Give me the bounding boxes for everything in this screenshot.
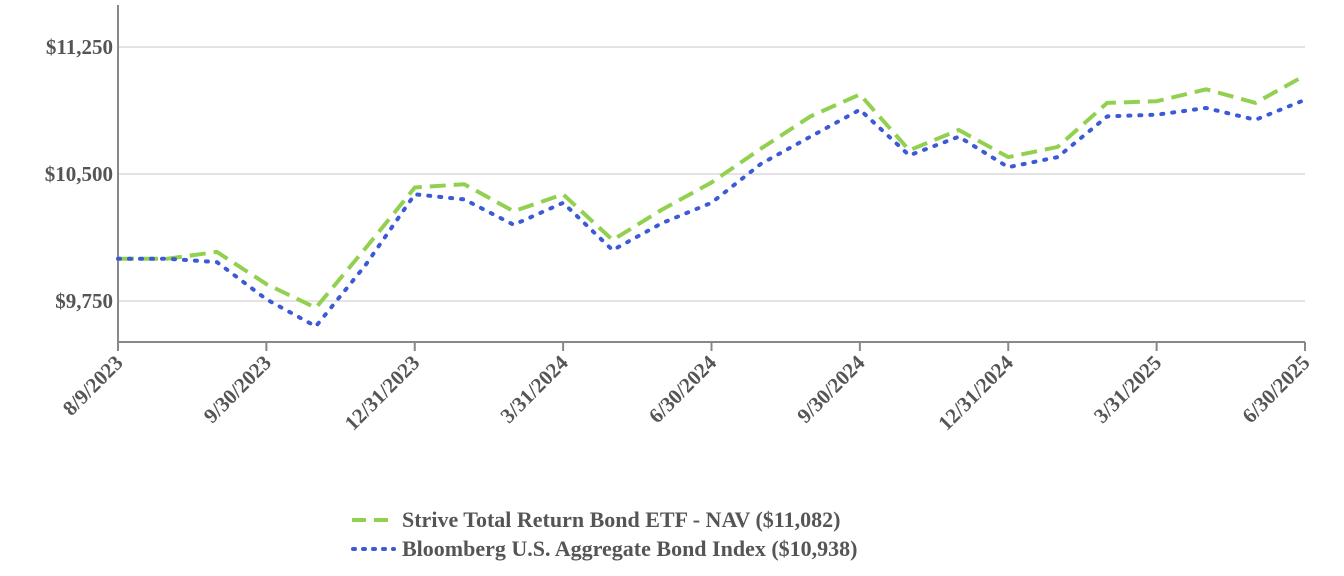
x-tick-label: 12/31/2023 — [340, 351, 425, 436]
series-line-nav — [118, 73, 1306, 310]
x-tick-label: 9/30/2023 — [199, 351, 276, 428]
y-tick-label: $10,500 — [45, 162, 113, 186]
x-tick-label: 12/31/2024 — [933, 350, 1018, 435]
y-axis-ticks: $9,750 $10,500 $11,250 — [45, 35, 113, 313]
legend-item-index: Bloomberg U.S. Aggregate Bond Index ($10… — [350, 534, 858, 563]
y-tick-label: $9,750 — [55, 289, 113, 313]
x-tick-label: 9/30/2024 — [792, 350, 870, 428]
x-tick-label: 8/9/2023 — [58, 351, 128, 421]
legend: Strive Total Return Bond ETF - NAV ($11,… — [350, 505, 858, 563]
axes — [117, 5, 1306, 351]
x-tick-label: 3/31/2024 — [495, 350, 573, 428]
line-chart: $9,750 $10,500 $11,250 8/9/2023 9/30/2023 12… — [45, 5, 1315, 435]
grid-lines — [118, 46, 1305, 302]
x-tick-label: 6/30/2024 — [644, 350, 722, 428]
y-tick-label: $11,250 — [46, 35, 113, 59]
legend-swatch-nav — [352, 517, 394, 522]
legend-label-nav: Strive Total Return Bond ETF - NAV ($11,… — [402, 506, 841, 532]
series-lines — [116, 73, 1307, 329]
series-line-index — [116, 97, 1307, 329]
x-tick-label: 3/31/2025 — [1089, 351, 1166, 428]
x-axis-ticks: 8/9/2023 9/30/2023 12/31/2023 3/31/2024 6/30… — [58, 350, 1315, 435]
legend-label-index: Bloomberg U.S. Aggregate Bond Index ($10… — [402, 535, 858, 561]
legend-swatch-index — [351, 546, 396, 551]
legend-item-nav: Strive Total Return Bond ETF - NAV ($11,… — [350, 505, 858, 534]
x-tick-label: 6/30/2025 — [1237, 351, 1314, 428]
